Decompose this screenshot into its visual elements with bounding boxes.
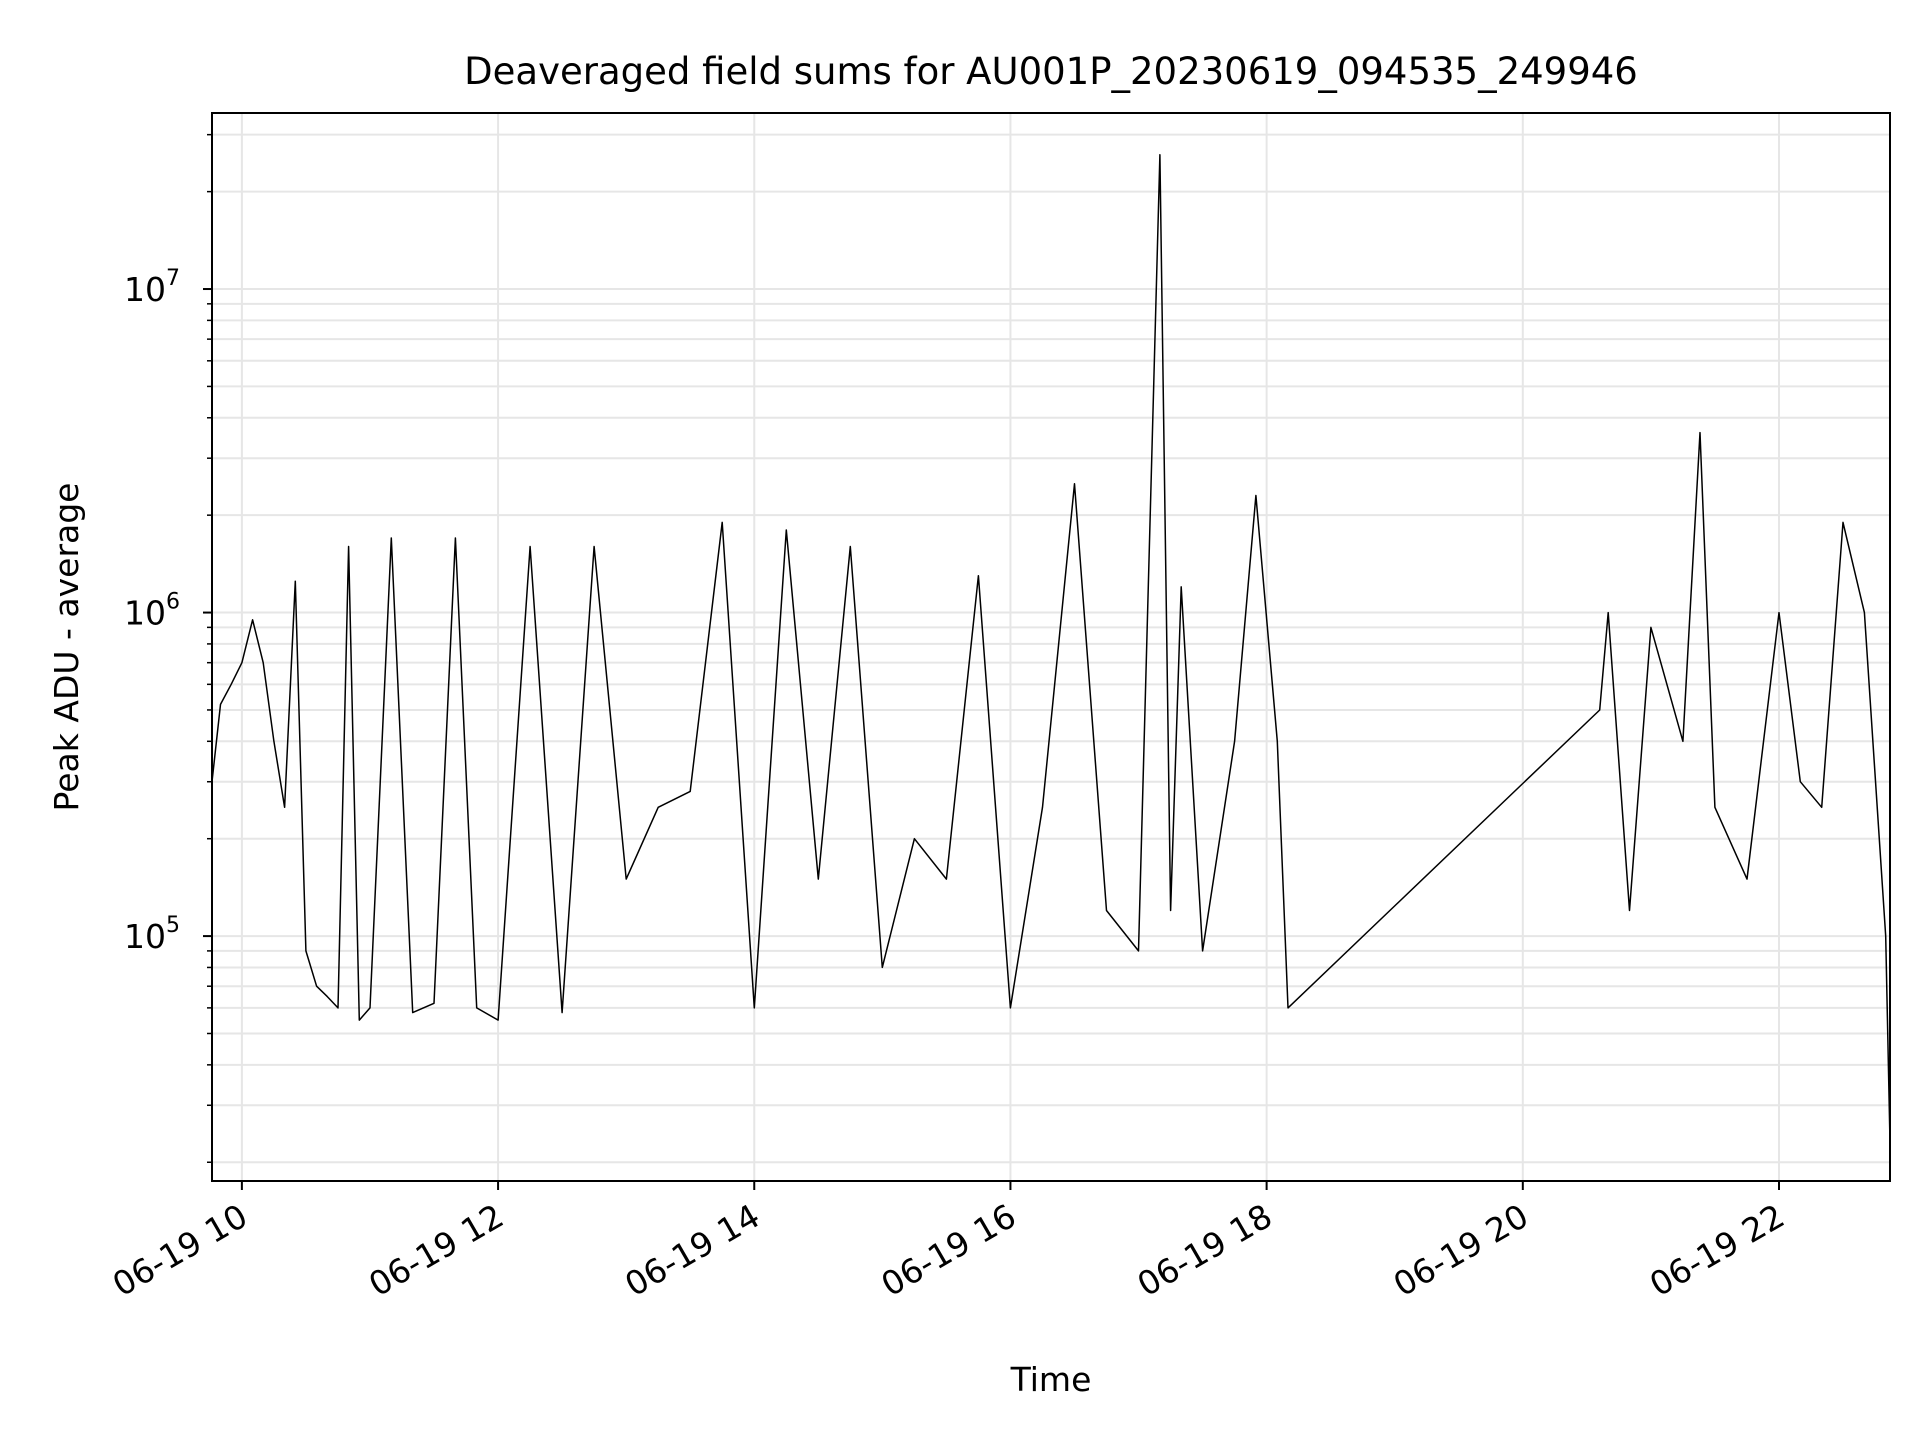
x-tick-label: 06-19 22: [1643, 1196, 1791, 1304]
plot-area: [211, 112, 1891, 1182]
x-tick-label: 06-19 16: [874, 1196, 1022, 1304]
y-tick-exponent: 7: [166, 266, 180, 291]
grid: [212, 113, 1890, 1181]
y-tick-exponent: 6: [166, 590, 180, 615]
chart-title: Deaveraged field sums for AU001P_2023061…: [464, 50, 1638, 93]
x-tick-label: 06-19 14: [618, 1196, 766, 1304]
x-tick-label: 06-19 20: [1387, 1196, 1535, 1304]
y-axis-label: Peak ADU - average: [47, 483, 86, 812]
y-tick-exponent: 5: [166, 913, 180, 938]
series-group: [211, 154, 1891, 1143]
y-tick-label: 107: [124, 266, 180, 309]
y-tick-base: 10: [124, 917, 166, 956]
x-axis: 06-19 10 06-19 12 06-19 14 06-19 16 06-19 18…: [106, 1181, 1791, 1304]
y-tick-label: 105: [124, 913, 180, 956]
x-tick-label: 06-19 10: [106, 1196, 254, 1304]
y-tick-base: 10: [124, 270, 166, 309]
x-tick-label: 06-19 18: [1131, 1196, 1279, 1304]
series-line-0: [211, 154, 1891, 1143]
x-axis-label: Time: [1010, 1360, 1092, 1399]
x-tick-label: 06-19 12: [362, 1196, 510, 1304]
y-tick-base: 10: [124, 594, 166, 633]
y-tick-label: 106: [124, 590, 180, 633]
